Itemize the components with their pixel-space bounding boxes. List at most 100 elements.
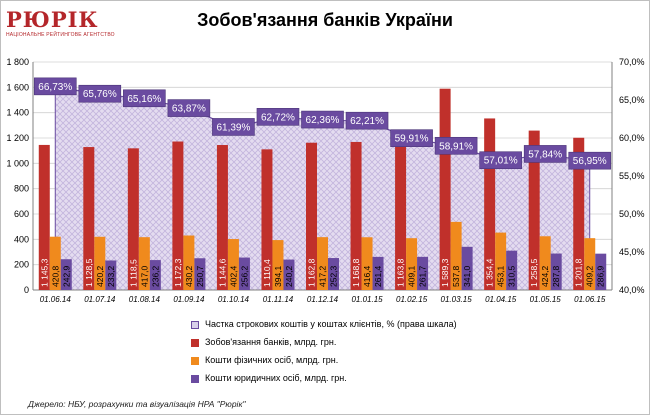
bar-legal-entities xyxy=(506,250,518,290)
bar-individuals xyxy=(539,236,551,290)
bar-legal-entities xyxy=(283,259,295,290)
bar-value-label: 242,9 xyxy=(61,265,71,287)
bar-legal-entities xyxy=(60,259,72,290)
x-tick-label: 01.11.14 xyxy=(263,295,294,304)
bar-liabilities xyxy=(350,141,362,290)
share-label-box xyxy=(33,77,77,96)
bar-value-label: 453,1 xyxy=(496,265,506,287)
bar-value-label: 1 163,8 xyxy=(396,258,406,287)
bar-individuals xyxy=(49,236,61,290)
y-left-tick-label: 800 xyxy=(14,184,29,194)
bar-legal-entities xyxy=(595,253,607,290)
legend-swatch-share xyxy=(191,321,199,329)
y-left-tick-label: 400 xyxy=(14,234,29,244)
share-label-box xyxy=(167,99,211,117)
bar-value-label: 256,2 xyxy=(239,265,249,287)
x-tick-label: 01.10.14 xyxy=(218,295,250,304)
chart-title: Зобов'язання банків України xyxy=(197,10,453,30)
y-left-tick-label: 1 400 xyxy=(6,108,29,118)
x-tick-label: 01.01.15 xyxy=(351,295,383,304)
bar-value-label: 537,8 xyxy=(451,265,461,287)
bar-value-label: 417,2 xyxy=(318,265,328,287)
bar-value-label: 416,4 xyxy=(362,265,372,287)
bar-legal-entities xyxy=(238,257,250,290)
share-label-box xyxy=(123,89,166,108)
bar-value-label: 252,3 xyxy=(329,265,339,287)
bar-liabilities xyxy=(172,141,184,290)
share-value-label: 65,76% xyxy=(83,89,117,100)
bar-individuals xyxy=(584,238,596,290)
legend-swatch-individuals xyxy=(191,357,199,365)
bar-value-label: 236,2 xyxy=(150,265,160,287)
bar-value-label: 420,8 xyxy=(50,265,60,287)
legend-label-liabilities: Зобов'язання банків, млрд. грн. xyxy=(205,337,337,347)
bar-value-label: 409,1 xyxy=(407,265,417,287)
x-tick-label: 01.06.15 xyxy=(574,295,606,304)
share-value-label: 65,16% xyxy=(127,94,161,105)
bar-value-label: 1 144,6 xyxy=(217,258,227,287)
bar-value-label: 1 162,8 xyxy=(307,258,317,287)
bar-liabilities xyxy=(528,130,540,290)
legend-label-legal-entities: Кошти юридичних осіб, млрд. грн. xyxy=(205,373,347,383)
bar-individuals xyxy=(94,236,106,290)
bar-legal-entities xyxy=(149,260,161,290)
bar-individuals xyxy=(406,238,418,290)
legend-swatch-liabilities xyxy=(191,339,199,347)
y-right-tick-label: 50,0% xyxy=(619,209,645,219)
bar-liabilities xyxy=(38,144,50,290)
x-tick-label: 01.03.15 xyxy=(441,295,473,304)
bar-value-label: 261,7 xyxy=(418,265,428,287)
share-label-box xyxy=(212,118,255,136)
bar-individuals xyxy=(272,240,284,290)
bar-value-label: 409,2 xyxy=(585,265,595,287)
bar-value-label: 1 128,5 xyxy=(84,258,94,287)
share-label-box xyxy=(568,151,612,170)
bar-value-label: 286,9 xyxy=(596,265,606,287)
x-tick-label: 01.12.14 xyxy=(307,295,339,304)
bar-liabilities xyxy=(261,149,273,290)
bar-value-label: 420,2 xyxy=(95,265,105,287)
bar-value-label: 287,8 xyxy=(551,265,561,287)
bar-legal-entities xyxy=(372,256,384,290)
bar-value-label: 261,4 xyxy=(373,265,383,287)
bar-individuals xyxy=(495,232,507,290)
bar-liabilities xyxy=(127,148,139,290)
y-right-tick-label: 45,0% xyxy=(619,247,645,257)
share-value-label: 57,01% xyxy=(484,156,518,167)
y-right-tick-label: 70,0% xyxy=(619,57,645,67)
bar-legal-entities xyxy=(194,258,206,290)
bar-value-label: 1 201,8 xyxy=(574,258,584,287)
bar-value-label: 430,2 xyxy=(184,265,194,287)
share-value-label: 62,21% xyxy=(350,116,384,127)
legend-swatch-legal-entities xyxy=(191,375,199,383)
share-value-label: 62,36% xyxy=(306,115,340,126)
bar-value-label: 1 589,3 xyxy=(440,258,450,287)
bar-legal-entities xyxy=(105,260,117,290)
bar-value-label: 240,2 xyxy=(284,265,294,287)
bar-individuals xyxy=(138,237,150,290)
y-right-tick-label: 40,0% xyxy=(619,285,645,295)
y-left-tick-label: 600 xyxy=(14,209,29,219)
bar-value-label: 1 258,5 xyxy=(529,258,539,287)
share-label-box xyxy=(434,136,478,155)
share-label-box xyxy=(78,84,122,103)
y-left-tick-label: 0 xyxy=(24,285,29,295)
y-left-tick-label: 200 xyxy=(14,260,29,270)
y-right-tick-label: 65,0% xyxy=(619,95,645,105)
y-left-tick-label: 1 600 xyxy=(6,82,29,92)
share-value-label: 56,95% xyxy=(573,156,607,167)
logo: РЮРІК НАЦІОНАЛЬНЕ РЕЙТИНГОВЕ АГЕНТСТВО xyxy=(6,7,115,48)
bar-value-label: 1 172,3 xyxy=(173,258,183,287)
bar-liabilities xyxy=(306,142,317,290)
logo-name: РЮРІК xyxy=(6,7,99,32)
logo-tagline: НАЦІОНАЛЬНЕ РЕЙТИНГОВЕ АГЕНТСТВО xyxy=(6,32,115,38)
bar-liabilities xyxy=(216,145,228,290)
bar-liabilities xyxy=(439,88,451,291)
x-tick-label: 01.07.14 xyxy=(84,295,116,304)
share-label-box xyxy=(390,129,433,147)
bar-value-label: 1 145,3 xyxy=(39,258,49,287)
x-tick-label: 01.02.15 xyxy=(396,295,428,304)
share-label-box xyxy=(301,110,344,129)
bar-value-label: 402,4 xyxy=(228,265,238,287)
